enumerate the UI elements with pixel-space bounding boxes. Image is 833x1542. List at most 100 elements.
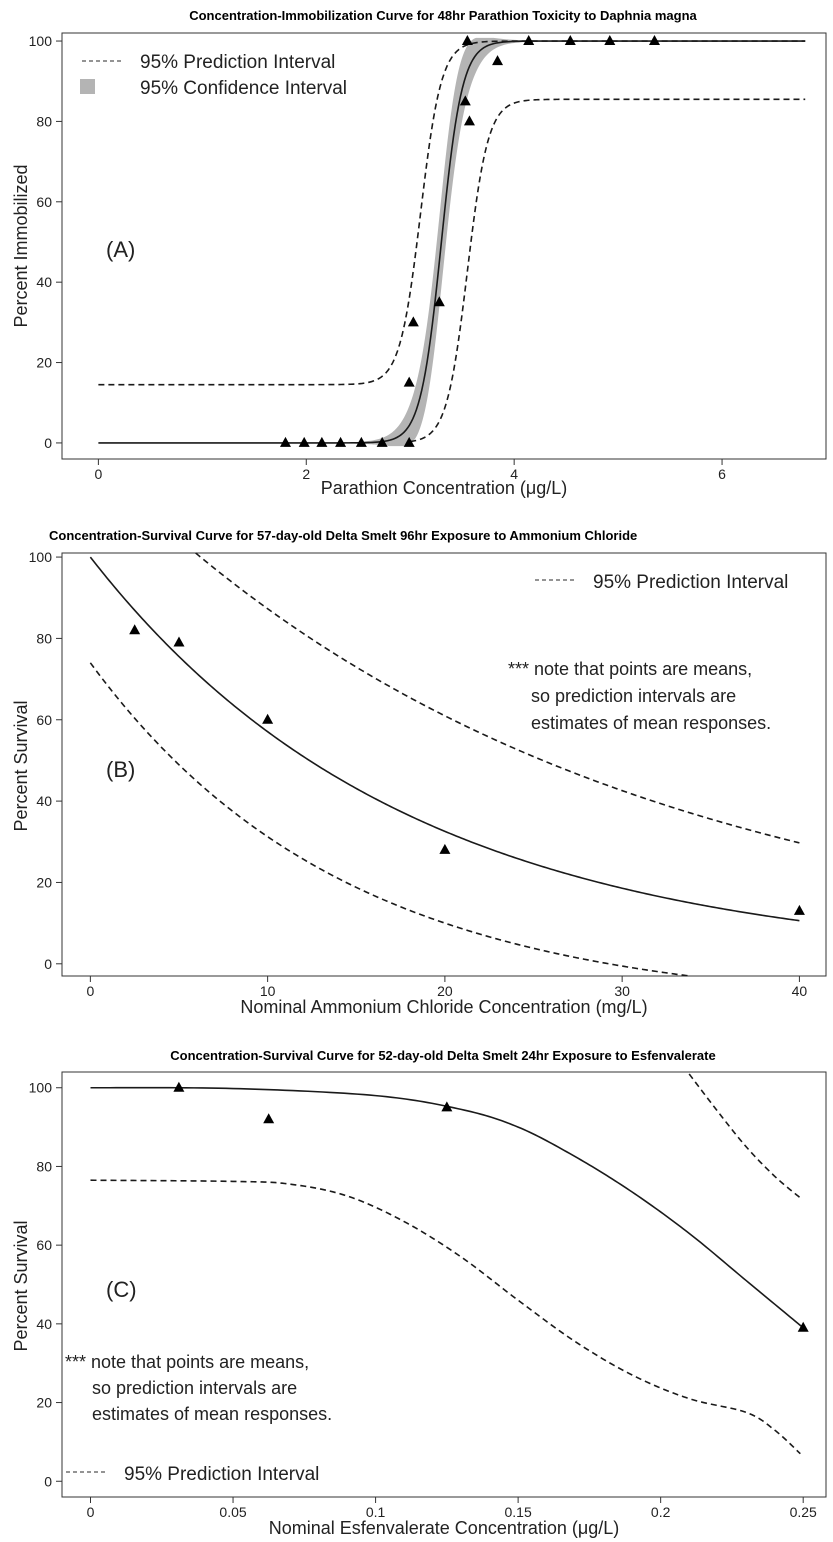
data-points-b: [129, 624, 805, 915]
chart-title-b: Concentration-Survival Curve for 57-day-…: [49, 528, 637, 543]
data-point: [129, 624, 141, 635]
fit-line: [89, 556, 800, 922]
x-tick-label: 0.25: [790, 1504, 817, 1520]
legend-label-pi-c: 95% Prediction Interval: [124, 1464, 319, 1485]
y-ticks-b: 0 20 40 60 80 100: [29, 549, 62, 972]
x-tick-label: 2: [302, 466, 310, 482]
y-tick-label: 20: [36, 874, 52, 890]
prediction-interval-c: [90, 1073, 801, 1455]
prediction-interval-line: [688, 1073, 801, 1199]
data-point: [355, 436, 367, 447]
y-tick-label: 40: [36, 793, 52, 809]
note-line-2-c: so prediction intervals are: [92, 1378, 297, 1398]
y-tick-label: 40: [36, 1316, 52, 1332]
y-tick-label: 100: [29, 549, 53, 565]
x-tick-label: 4: [510, 466, 518, 482]
x-tick-label: 10: [260, 983, 276, 999]
prediction-interval-b: [89, 552, 800, 977]
x-ticks-b: 0 10 20 30 40: [86, 976, 807, 999]
data-point: [403, 436, 415, 447]
x-tick-label: 0: [94, 466, 102, 482]
data-points-c: [173, 1081, 809, 1332]
data-point: [441, 1101, 453, 1112]
y-tick-label: 100: [29, 33, 53, 49]
legend-band-swatch-a: [80, 79, 95, 94]
fit-curve-c: [90, 1086, 804, 1329]
panel-a: Concentration-Immobilization Curve for 4…: [11, 8, 827, 498]
fit-line: [98, 40, 806, 444]
legend-label-pi-a: 95% Prediction Interval: [140, 52, 335, 73]
chart-title-c: Concentration-Survival Curve for 52-day-…: [170, 1048, 715, 1063]
y-ticks-c: 0 20 40 60 80 100: [29, 1080, 62, 1489]
data-point: [262, 713, 274, 724]
data-point: [461, 35, 473, 46]
fit-curve-b: [89, 556, 800, 922]
panel-label-c: (C): [106, 1277, 137, 1302]
x-ticks-c: 0 0.05 0.1 0.15 0.2 0.25: [87, 1497, 817, 1520]
panel-label-b: (B): [106, 757, 135, 782]
x-tick-label: 0: [86, 983, 94, 999]
y-axis-label-c: Percent Survival: [11, 1220, 31, 1351]
prediction-interval-a: [98, 40, 806, 443]
confidence-band-a: [337, 37, 556, 447]
data-point: [648, 35, 660, 46]
data-point: [463, 115, 475, 126]
x-tick-label: 0.05: [219, 1504, 246, 1520]
data-point: [407, 316, 419, 327]
note-line-3-b: estimates of mean responses.: [531, 713, 771, 733]
y-tick-label: 80: [36, 113, 52, 129]
prediction-interval-line: [89, 662, 689, 977]
x-tick-label: 0.15: [504, 1504, 531, 1520]
y-tick-label: 20: [36, 355, 52, 371]
x-tick-label: 40: [792, 983, 808, 999]
y-tick-label: 20: [36, 1395, 52, 1411]
y-tick-label: 0: [44, 956, 52, 972]
plot-frame-a: [61, 32, 827, 460]
x-tick-label: 0: [87, 1504, 95, 1520]
data-point: [298, 436, 310, 447]
data-points-a: [279, 35, 660, 447]
plot-frame-b: [61, 552, 827, 977]
prediction-interval-line: [195, 552, 800, 844]
data-point: [433, 296, 445, 307]
plot-frame-c: [61, 1071, 827, 1498]
y-tick-label: 60: [36, 1237, 52, 1253]
confidence-band: [337, 37, 556, 447]
y-tick-label: 80: [36, 1158, 52, 1174]
data-point: [793, 904, 805, 915]
y-tick-label: 80: [36, 630, 52, 646]
x-tick-label: 6: [718, 466, 726, 482]
note-line-1-c: *** note that points are means,: [65, 1352, 309, 1372]
x-tick-label: 30: [614, 983, 630, 999]
data-point: [335, 436, 347, 447]
data-point: [279, 436, 291, 447]
prediction-interval-line: [410, 98, 806, 443]
chart-title-a: Concentration-Immobilization Curve for 4…: [189, 8, 697, 23]
panel-c: Concentration-Survival Curve for 52-day-…: [11, 1048, 827, 1538]
y-tick-label: 100: [29, 1080, 53, 1096]
x-axis-label-a: Parathion Concentration (μg/L): [321, 478, 568, 498]
data-point: [263, 1113, 275, 1124]
y-tick-label: 60: [36, 712, 52, 728]
data-point: [459, 95, 471, 106]
y-tick-label: 60: [36, 194, 52, 210]
fit-curve-a: [98, 40, 806, 444]
note-line-3-c: estimates of mean responses.: [92, 1404, 332, 1424]
x-tick-label: 20: [437, 983, 453, 999]
y-axis-label-b: Percent Survival: [11, 700, 31, 831]
panel-label-a: (A): [106, 237, 135, 262]
data-point: [173, 1081, 185, 1092]
fit-line: [90, 1086, 804, 1329]
panel-b: Concentration-Survival Curve for 57-day-…: [11, 528, 827, 1017]
x-tick-label: 0.2: [651, 1504, 671, 1520]
legend-label-ci-a: 95% Confidence Interval: [140, 78, 347, 99]
data-point: [604, 35, 616, 46]
data-point: [173, 636, 185, 647]
y-ticks-a: 0 20 40 60 80 100: [29, 33, 62, 451]
data-point: [564, 35, 576, 46]
y-tick-label: 0: [44, 435, 52, 451]
data-point: [492, 55, 504, 66]
data-point: [376, 436, 388, 447]
data-point: [797, 1321, 809, 1332]
